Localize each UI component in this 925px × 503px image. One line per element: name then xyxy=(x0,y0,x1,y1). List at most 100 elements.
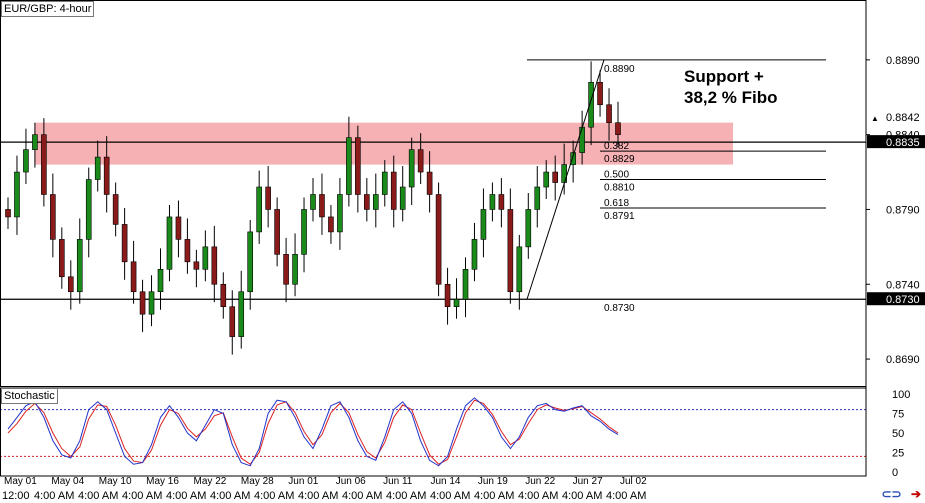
status-icons: ⊂⊃ ➔ xyxy=(875,487,921,501)
candle-body xyxy=(390,171,397,210)
candle-body xyxy=(94,156,101,180)
fib-trendline xyxy=(526,59,605,300)
candle-body xyxy=(489,194,496,210)
candle-body xyxy=(59,239,65,278)
fib-price-label: 0.8730 xyxy=(604,303,635,314)
candle-body xyxy=(23,149,29,173)
candle-body xyxy=(507,209,514,293)
candle-body xyxy=(570,152,576,165)
candle-body xyxy=(32,134,38,150)
level-price-label: 0.8835 xyxy=(886,137,920,149)
candle-body xyxy=(5,209,11,218)
candle-body xyxy=(426,171,433,195)
annotation-line-2: 38,2 % Fibo xyxy=(684,88,778,107)
candle-body xyxy=(229,306,236,337)
symbol-timeframe-label[interactable]: EUR/GBP: 4-hour xyxy=(1,1,95,17)
candle-body xyxy=(498,194,505,210)
time-label: 4:00 AM xyxy=(474,490,514,502)
candle-body xyxy=(85,179,92,240)
candle-body xyxy=(121,224,128,263)
candle-body xyxy=(543,171,550,188)
candle-body xyxy=(319,194,325,218)
time-label: 4:00 AM xyxy=(34,490,74,502)
candle-body xyxy=(238,291,245,337)
price-tick-label: 0.8890 xyxy=(886,55,920,67)
candle-body xyxy=(184,239,191,263)
candle-body xyxy=(292,254,298,285)
candle-body xyxy=(615,122,621,135)
support-annotation: Support + 38,2 % Fibo xyxy=(684,66,778,108)
candle-body xyxy=(552,171,559,183)
time-label: 4:00 AM xyxy=(606,490,646,502)
candle-body xyxy=(310,194,316,210)
time-label: 4:00 AM xyxy=(166,490,206,502)
candle-body xyxy=(588,81,594,128)
candle-body xyxy=(211,246,218,285)
annotation-line-1: Support + xyxy=(684,67,764,86)
candle-body xyxy=(76,239,83,293)
time-label: 4:00 AM xyxy=(78,490,118,502)
stoch-tick-label: 0 xyxy=(892,467,898,479)
time-label: 4:00 AM xyxy=(518,490,558,502)
candle-body xyxy=(364,194,370,210)
candle-body xyxy=(453,298,460,308)
time-label: 4:00 AM xyxy=(562,490,602,502)
candle-body xyxy=(408,149,415,188)
fib-price-label: 0.8829 xyxy=(604,154,635,165)
time-label: 4:00 AM xyxy=(122,490,162,502)
candle-body xyxy=(256,186,262,233)
candle-body xyxy=(516,246,523,293)
stochastic-pane xyxy=(0,397,866,467)
time-label: 4:00 AM xyxy=(210,490,250,502)
candle-body xyxy=(166,216,173,270)
candle-body xyxy=(337,194,343,233)
candle-body xyxy=(50,194,56,240)
time-label: 4:00 AM xyxy=(430,490,470,502)
date-label: May 04 xyxy=(51,476,84,487)
indicator-label[interactable]: Stochastic xyxy=(1,388,58,404)
price-tick-label: 0.8740 xyxy=(886,279,920,291)
candle-body xyxy=(525,209,532,248)
date-label: Jun 01 xyxy=(288,476,318,487)
candle-body xyxy=(435,194,442,285)
link-icon[interactable]: ⊂⊃ xyxy=(881,487,902,501)
candle-body xyxy=(355,137,361,195)
price-pane: 0.8890 0.382 0.8829 0.500 0.8810 0.618 0.8791 0… xyxy=(0,59,866,355)
stoch-tick-label: 50 xyxy=(892,428,904,440)
candle-body xyxy=(417,149,424,173)
fib-ratio-label: 0.618 xyxy=(604,198,629,209)
time-label: 4:00 AM xyxy=(386,490,426,502)
date-label: May 10 xyxy=(99,476,132,487)
date-label: Jun 06 xyxy=(336,476,366,487)
time-label: 4:00 AM xyxy=(342,490,382,502)
date-label: Jul 02 xyxy=(620,476,647,487)
stoch-tick-label: 25 xyxy=(892,448,904,460)
support-price-label: 0.8730 xyxy=(886,294,920,306)
candle-body xyxy=(220,283,227,308)
candle-body xyxy=(112,194,119,225)
candle-body xyxy=(202,246,209,270)
candle-body xyxy=(274,209,280,255)
candle-body xyxy=(462,269,469,300)
fib-ratio-label: 0.382 xyxy=(604,141,629,152)
candle-body xyxy=(103,156,110,195)
date-label: Jun 19 xyxy=(478,476,508,487)
arrow-icon[interactable]: ➔ xyxy=(910,487,921,501)
candle-body xyxy=(14,171,20,218)
fib-price-label: 0.8890 xyxy=(604,64,635,75)
candle-body xyxy=(157,269,164,293)
date-label: May 01 xyxy=(4,476,37,487)
candle-body xyxy=(372,194,379,210)
candle-body xyxy=(148,291,155,315)
stoch-main-line xyxy=(7,397,619,467)
current-price-marker-icon: ▲ xyxy=(871,114,879,123)
candle-body xyxy=(346,137,352,195)
time-label: 4:00 AM xyxy=(298,490,338,502)
candle-body xyxy=(597,81,603,106)
candle-body xyxy=(283,254,289,285)
date-label: Jun 11 xyxy=(383,476,413,487)
candle-body xyxy=(399,186,406,210)
candle-body xyxy=(579,126,585,153)
